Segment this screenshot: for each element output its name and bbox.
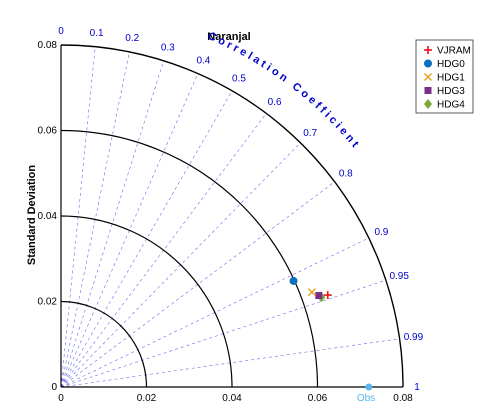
y-tick-label-0.02: 0.02 [38,297,58,308]
legend-marker-hdg1-d2 [424,73,432,81]
legend-marker-hdg0 [424,59,432,68]
x-tick-label-0.06: 0.06 [308,393,328,404]
legend-marker-hdg4 [424,99,432,109]
corr-tick-label-0.6: 0.6 [268,97,282,108]
y-axis-label: Standard Deviation [26,165,38,266]
y-tick-label-0: 0 [51,382,57,393]
std-arc-0.04 [60,215,233,388]
corr-tick-label-0.3: 0.3 [161,42,175,53]
legend-label-hdg3: HDG3 [437,86,465,97]
std-arc-0.02 [60,300,148,388]
std-arc-0.08 [60,44,404,388]
marker-hdg3 [315,292,323,300]
legend-marker-hdg3-shape [424,87,432,94]
std-arc-0.06 [60,129,319,388]
x-tick-label-0: 0 [58,393,64,404]
x-tick-label-0.08: 0.08 [393,393,413,404]
x-tick-label-0.02: 0.02 [137,393,157,404]
y-tick-label-0.06: 0.06 [38,126,58,137]
marker-hdg1 [307,288,316,297]
corr-tick-label-0.1: 0.1 [90,28,104,39]
corr-tick-label-0.2: 0.2 [125,33,139,44]
marker-hdg0-shape [289,276,298,285]
corr-tick-label-0.5: 0.5 [232,74,246,85]
corr-tick-label-0.7: 0.7 [303,128,317,139]
x-tick-label-0.04: 0.04 [222,393,242,404]
marker-hdg0 [289,276,298,285]
legend-marker-hdg0-shape [424,59,432,68]
obs-point [365,383,373,391]
corr-tick-label-0.4: 0.4 [196,56,210,67]
corr-tick-label-0.99: 0.99 [404,332,424,343]
legend-box [415,39,474,114]
grid-layer [60,44,404,388]
legend-label-hdg0: HDG0 [437,59,465,70]
obs-label: Obs [357,393,375,404]
marker-vjram [323,291,332,300]
corr-tick-label-0: 0 [58,26,64,37]
axis-layer [60,44,404,388]
corr-tick-label-0.95: 0.95 [389,271,409,282]
legend-marker-vjram [424,46,432,54]
corr-tick-label-1: 1 [414,382,420,393]
marker-hdg3-shape [315,292,323,300]
correlation-axis-title-text: Correlation Coefficient [206,30,363,152]
data-markers [289,276,373,391]
legend: VJRAM HDG0 HDG1 HDG3 HDG4 [415,39,474,114]
legend-marker-hdg3 [424,87,432,94]
chart-title: Naranjal [207,31,250,43]
corr-tick-label-0.8: 0.8 [339,168,353,179]
correlation-axis-title-textpath: Correlation Coefficient [206,30,360,152]
legend-marker-hdg4-shape [424,99,432,109]
y-tick-label-0.04: 0.04 [38,211,58,222]
marker-hdg1-d2 [307,288,316,297]
correlation-tick-labels: 0 0.1 0.2 0.3 0.4 0.5 0.6 0.7 0.8 0.9 0.95 0.99 1 [58,26,423,393]
legend-label-hdg4: HDG4 [437,100,465,111]
std-tick-labels: 00 0.02 0.02 0.04 0.04 0.06 0.06 0.08 0.08 [38,40,414,404]
corr-tick-label-0.9: 0.9 [374,227,388,238]
legend-marker-hdg1 [424,73,432,81]
y-tick-label-0.08: 0.08 [38,40,58,51]
legend-label-hdg1: HDG1 [437,73,465,84]
legend-label-vjram: VJRAM [437,46,471,57]
